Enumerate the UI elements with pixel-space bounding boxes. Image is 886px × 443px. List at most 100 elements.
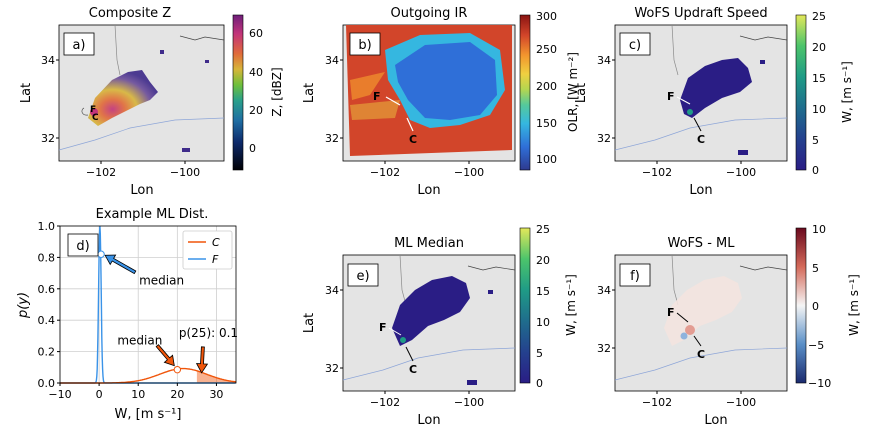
panel-b-letter: b) [358, 38, 371, 53]
panel-f-border [671, 254, 679, 306]
x-tick-label: 30 [209, 388, 223, 401]
panel-b-letter-box [349, 32, 381, 56]
y-tick-label: 1.0 [38, 220, 56, 233]
panel-a: Composite Z F C a) 34 32 −102 −100 Lon L… [19, 6, 284, 198]
panel-b-cbar-ticks: 300 250 200 150 100 [536, 10, 557, 166]
marker-F-f: F [667, 306, 675, 319]
panel-c: WoFS Updraft Speed c) F C 34 32 −102 −10… [574, 6, 854, 198]
cbar-c-tick: 20 [812, 41, 826, 54]
panel-e-border [467, 265, 516, 271]
panel-c-xlabel: Lon [689, 183, 712, 198]
panel-f-xtick-102: −102 [642, 396, 672, 409]
panel-e-ytick-32: 32 [325, 362, 339, 375]
panel-a-state-border-2 [179, 35, 225, 41]
panel-f-ytick-32: 32 [597, 342, 611, 355]
panel-e-updraft-core [400, 337, 406, 343]
panel-e-cbar-ticks: 25 20 15 10 5 0 [536, 223, 550, 390]
arrow-F-c [676, 96, 691, 105]
panel-a-ytick-34: 34 [41, 54, 55, 67]
panel-a-letter-box [63, 32, 95, 56]
legend-box [182, 230, 233, 270]
panel-a-echo [182, 148, 190, 152]
panel-c-border [739, 35, 788, 41]
panel-a-xtick-102: −102 [86, 166, 116, 179]
panel-e-title: ML Median [394, 236, 464, 251]
panel-c-cell [738, 150, 748, 155]
cbar-b-tick: 200 [536, 80, 557, 93]
panel-c-cell [760, 60, 765, 64]
chart-xlabel: W, [m s⁻¹] [115, 407, 182, 422]
panel-f-cbar-label: W, [m s⁻¹] [847, 274, 861, 336]
panel-a-cbar-label: Z, [dBZ] [270, 67, 284, 116]
annotation-p25: p(25): 0.1 [179, 326, 238, 340]
arrow-median-F [104, 254, 137, 275]
arrow-C-b [406, 117, 414, 132]
panel-c-xtick-100: −100 [726, 166, 756, 179]
arrow-F-e [388, 327, 402, 336]
y-tick-label: 0.0 [38, 377, 56, 390]
x-tick-label: 0 [96, 388, 103, 401]
panel-a-lake [81, 107, 89, 116]
y-tick-label: 0.2 [38, 346, 56, 359]
panel-c-storm [680, 58, 752, 118]
marker-F-a: F [90, 105, 96, 115]
tail-fill-C [196, 370, 236, 383]
panel-a-state-border-3 [58, 117, 225, 151]
panel-c-letter-box [619, 32, 651, 56]
cbar-c-tick: 5 [812, 134, 819, 147]
cbar-b-tick: 300 [536, 10, 557, 23]
panel-e-cell [467, 380, 477, 385]
panel-c-cbar-ticks: 25 20 15 10 5 0 [812, 10, 826, 177]
panel-c-border [671, 24, 679, 76]
cbar-a-tick: 20 [249, 104, 263, 117]
cbar-b-tick: 100 [536, 153, 557, 166]
panel-e-xlabel: Lon [417, 413, 440, 428]
panel-b-cbar-label: OLR, [W m⁻²] [566, 52, 580, 132]
cbar-f-tick: −10 [808, 377, 831, 390]
panel-e-colorbar [519, 227, 531, 384]
arrow-F-f [676, 312, 689, 323]
panel-d: Example ML Dist. −10 0 10 20 30 0.0 0.2 0.4 0.6 0… [16, 207, 238, 422]
cbar-a-tick: 60 [249, 27, 263, 40]
y-tick-label: 0.8 [38, 251, 56, 264]
panel-a-xlabel: Lon [130, 183, 153, 198]
x-tick-label: 10 [131, 388, 145, 401]
legend-label-F: F [212, 253, 219, 266]
marker-C-f: C [697, 348, 705, 361]
panel-f: WoFS - ML f) F C 34 32 −102 −100 Lon 10 … [597, 223, 861, 428]
panel-f-colorbar [795, 227, 807, 384]
panel-b-cold-core [395, 42, 497, 120]
cbar-f-tick: −5 [808, 339, 824, 352]
marker-C-b: C [409, 133, 417, 146]
panel-c-xtick-102: −102 [642, 166, 672, 179]
panel-d-letter: d) [76, 239, 89, 254]
cbar-e-tick: 5 [536, 347, 543, 360]
cbar-a-tick: 0 [249, 142, 256, 155]
panel-f-cbar-ticks: 10 5 0 −5 −10 [808, 223, 831, 390]
panel-b-xlabel: Lon [417, 183, 440, 198]
arrow-median-C [155, 344, 175, 367]
panel-b-ytick-34: 34 [325, 54, 339, 67]
panel-a-state-border [114, 24, 121, 76]
cbar-c-tick: 0 [812, 164, 819, 177]
panel-c-border [614, 117, 788, 151]
cbar-e-tick: 0 [536, 377, 543, 390]
panel-b-warm-band [350, 100, 400, 120]
panel-a-storm [88, 70, 158, 126]
chart-ylabel: p(y) [16, 292, 31, 319]
arrow-p25 [195, 346, 209, 374]
panel-e-xtick-102: −102 [370, 396, 400, 409]
panel-b-xtick-100: −100 [454, 166, 484, 179]
x-tick-label: 20 [170, 388, 184, 401]
panel-f-xtick-100: −100 [726, 396, 756, 409]
panel-e: ML Median e) F C 34 32 −102 −100 Lon Lat… [302, 223, 578, 428]
panel-f-diff-field [664, 276, 742, 346]
panel-f-negative-core [680, 332, 688, 340]
panel-f-letter-box [619, 263, 651, 287]
arrow-C-f [693, 335, 702, 347]
panel-e-ytick-34: 34 [325, 284, 339, 297]
arrow-C-e [405, 346, 414, 362]
cbar-f-tick: 0 [812, 300, 819, 313]
panel-f-title: WoFS - ML [668, 236, 736, 251]
